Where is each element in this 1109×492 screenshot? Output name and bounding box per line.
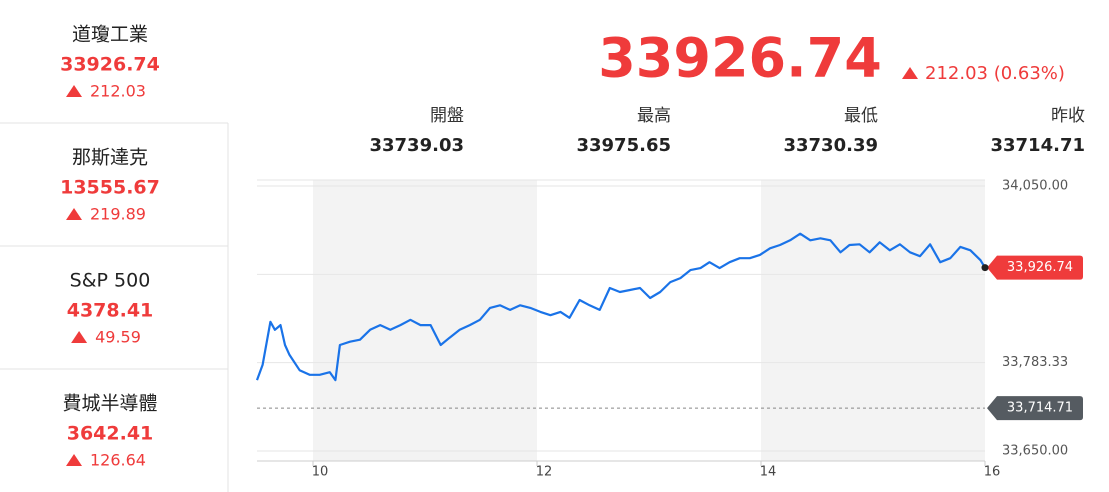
x-tick-label: 16 <box>984 465 1001 480</box>
index-change: 49.59 <box>95 328 141 347</box>
index-price: 4378.41 <box>67 300 154 322</box>
index-name: 道瓊工業 <box>72 24 148 46</box>
last-price-label-bg <box>987 255 1083 280</box>
y-tick-label: 33,650.00 <box>1002 444 1068 459</box>
stat-label: 最高 <box>637 106 671 126</box>
shade-band <box>313 180 537 461</box>
index-item[interactable]: 道瓊工業 33926.74 212.03 <box>60 24 160 101</box>
stat-value: 33714.71 <box>990 135 1085 156</box>
index-name: 那斯達克 <box>72 147 148 169</box>
index-price: 13555.67 <box>60 177 160 199</box>
stat-label: 最低 <box>844 106 878 126</box>
stat-value: 33730.39 <box>783 135 878 156</box>
index-item[interactable]: 費城半導體 3642.41 126.64 <box>0 368 228 470</box>
stat-label: 昨收 <box>1051 106 1085 126</box>
y-tick-label: 34,050.00 <box>1002 179 1068 194</box>
index-item[interactable]: 那斯達克 13555.67 219.89 <box>0 122 228 224</box>
index-name: S&P 500 <box>70 270 151 292</box>
stat-value: 33739.03 <box>369 135 464 156</box>
up-arrow <box>71 331 88 343</box>
index-change: 126.64 <box>90 451 146 470</box>
y-tick-label: 33,783.33 <box>1002 355 1068 370</box>
quote-change: 212.03 (0.63%) <box>925 63 1065 84</box>
prev-close-label: 33,714.71 <box>1007 401 1073 416</box>
up-arrow <box>66 454 83 466</box>
stat-value: 33975.65 <box>576 135 671 156</box>
index-item[interactable]: S&P 500 4378.41 49.59 <box>0 245 228 347</box>
index-name: 費城半導體 <box>62 393 157 415</box>
index-price: 33926.74 <box>60 54 160 76</box>
index-change: 212.03 <box>90 82 146 101</box>
up-arrow <box>66 85 83 97</box>
last-price-label: 33,926.74 <box>1007 260 1073 275</box>
quote-price: 33926.74 <box>598 27 882 90</box>
index-price: 3642.41 <box>67 423 154 445</box>
up-arrow <box>66 208 83 220</box>
up-arrow <box>902 67 918 79</box>
last-point <box>981 264 989 272</box>
x-tick-label: 12 <box>536 465 553 480</box>
x-tick-label: 10 <box>312 465 329 480</box>
index-change: 219.89 <box>90 205 146 224</box>
price-line <box>255 232 986 382</box>
x-tick-label: 14 <box>760 465 777 480</box>
shade-band <box>761 180 985 461</box>
stat-label: 開盤 <box>430 106 464 126</box>
prev-close-label-bg <box>987 396 1083 421</box>
